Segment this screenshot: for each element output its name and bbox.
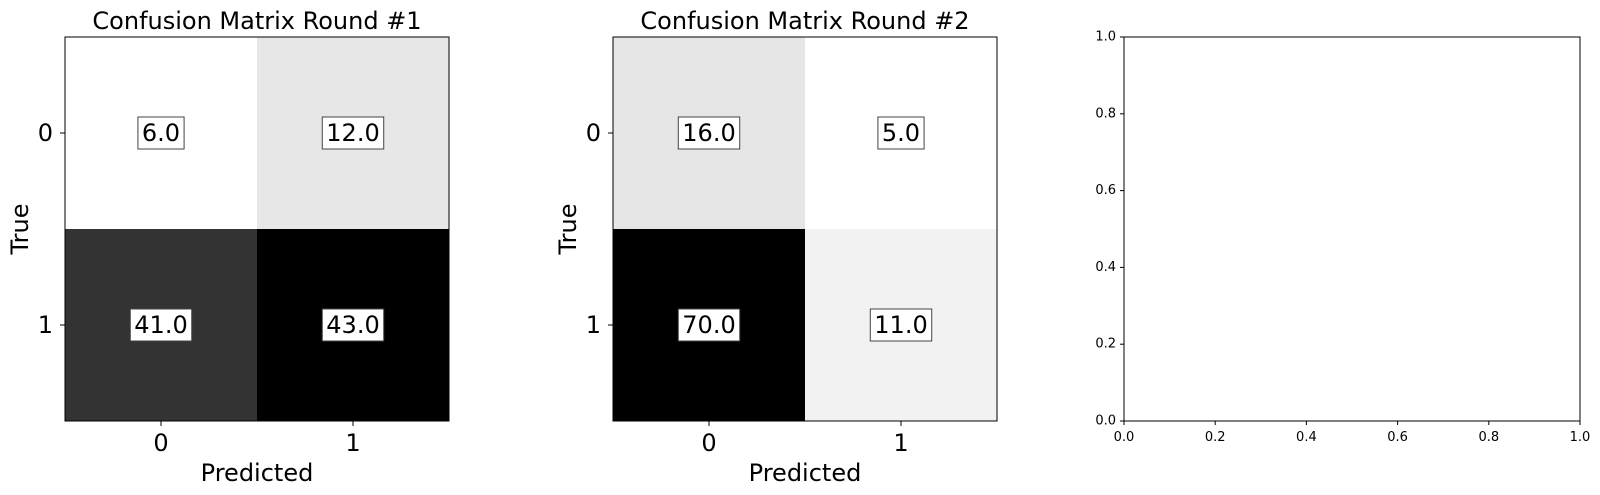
panel-3-x-tick-label-4: 0.8 <box>1478 430 1499 445</box>
panel-1-value-1-0: 41.0 <box>134 311 187 339</box>
panel-2: Confusion Matrix Round #2 16.0 5.0 70.0 … <box>554 7 998 487</box>
panel-3-x-ticks <box>1123 421 1581 425</box>
panel-2-y-tick-label-1: 1 <box>586 311 601 339</box>
panel-2-label-box-0-1 <box>877 116 925 150</box>
panel-2-value-1-0: 70.0 <box>682 311 735 339</box>
panel-2-title: Confusion Matrix Round #2 <box>640 7 969 35</box>
panel-3-x-tick-label-0: 0.0 <box>1114 430 1135 445</box>
panel-3-x-tick-label-5: 1.0 <box>1570 430 1591 445</box>
panel-1-x-axis-label: Predicted <box>201 459 314 487</box>
panel-2-value-1-1: 11.0 <box>874 311 927 339</box>
panel-2-y-axis-label: True <box>554 204 582 256</box>
panel-1-y-tick-label-0: 0 <box>38 119 53 147</box>
panel-3-y-tick-label-5: 1.0 <box>1095 30 1116 45</box>
panel-3-y-tick-label-0: 0.0 <box>1095 414 1116 429</box>
panel-1-value-0-0: 6.0 <box>142 119 180 147</box>
panel-1-frame <box>64 36 450 422</box>
panel-3-y-ticks <box>1120 36 1124 422</box>
panel-2-label-box-0-0 <box>677 116 741 150</box>
panel-1-value-labels: 6.0 12.0 41.0 43.0 <box>129 116 385 342</box>
panel-1-label-box-0-0 <box>137 116 185 150</box>
panel-1-label-box-1-0 <box>129 308 193 342</box>
panel-2-value-labels: 16.0 5.0 70.0 11.0 <box>677 116 933 342</box>
panel-2-value-0-1: 5.0 <box>882 119 920 147</box>
panel-1-x-tick-label-0: 0 <box>153 429 168 457</box>
panel-1-x-ticks <box>160 421 354 426</box>
panel-2-x-ticks <box>708 421 902 426</box>
panel-1-y-axis-label: True <box>6 204 34 256</box>
panel-3-x-tick-label-3: 0.6 <box>1387 430 1408 445</box>
panel-3-y-tick-label-3: 0.6 <box>1095 183 1116 198</box>
panel-1-value-1-1: 43.0 <box>326 311 379 339</box>
panel-3-y-tick-label-2: 0.4 <box>1095 260 1116 275</box>
panel-3-y-tick-label-1: 0.2 <box>1095 337 1116 352</box>
panel-1-cells <box>65 37 449 421</box>
panel-2-label-box-1-1 <box>869 308 933 342</box>
panel-1-label-box-1-1 <box>321 308 385 342</box>
panel-1-y-ticks <box>60 132 65 326</box>
panel-2-x-tick-label-1: 1 <box>893 429 908 457</box>
panel-1-label-box-0-1 <box>321 116 385 150</box>
panel-3-y-tick-label-4: 0.8 <box>1095 106 1116 121</box>
panel-2-y-ticks <box>608 132 613 326</box>
panel-3-x-tick-label-2: 0.4 <box>1296 430 1317 445</box>
panel-1-y-tick-label-1: 1 <box>38 311 53 339</box>
panel-2-label-box-1-0 <box>677 308 741 342</box>
panel-2-cells <box>613 37 997 421</box>
panel-2-x-tick-label-0: 0 <box>701 429 716 457</box>
panel-2-frame <box>612 36 998 422</box>
panel-1: Confusion Matrix Round #1 6.0 12.0 41.0 … <box>6 7 450 487</box>
panel-3-frame <box>1123 36 1581 422</box>
panel-3-x-tick-label-1: 0.2 <box>1205 430 1226 445</box>
panel-3: 0.0 0.2 0.4 0.6 0.8 1.0 0.0 0.2 0.4 0.6 … <box>1095 30 1590 446</box>
panel-1-x-tick-label-1: 1 <box>345 429 360 457</box>
panel-1-title: Confusion Matrix Round #1 <box>92 7 421 35</box>
panel-1-value-0-1: 12.0 <box>326 119 379 147</box>
panel-2-y-tick-label-0: 0 <box>586 119 601 147</box>
panel-2-value-0-0: 16.0 <box>682 119 735 147</box>
panel-2-x-axis-label: Predicted <box>749 459 862 487</box>
